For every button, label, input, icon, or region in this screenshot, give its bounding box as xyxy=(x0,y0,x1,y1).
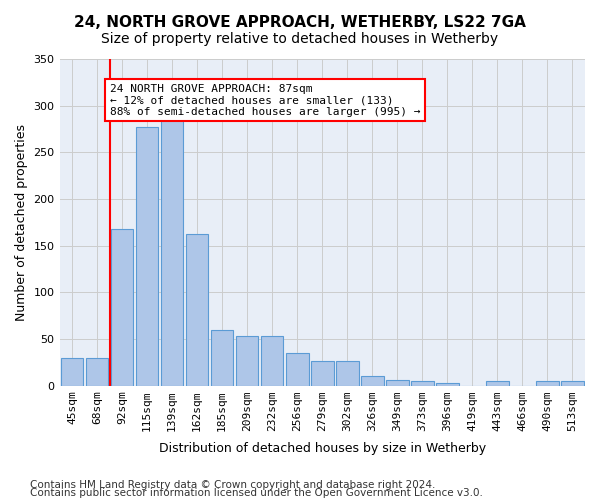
Bar xyxy=(111,229,133,386)
Bar xyxy=(286,353,308,386)
Bar xyxy=(411,381,434,386)
Bar xyxy=(386,380,409,386)
Bar xyxy=(161,115,184,386)
Bar xyxy=(186,234,208,386)
Bar xyxy=(136,127,158,386)
Text: 24 NORTH GROVE APPROACH: 87sqm
← 12% of detached houses are smaller (133)
88% of: 24 NORTH GROVE APPROACH: 87sqm ← 12% of … xyxy=(110,84,420,117)
Text: Contains public sector information licensed under the Open Government Licence v3: Contains public sector information licen… xyxy=(30,488,483,498)
Text: Contains HM Land Registry data © Crown copyright and database right 2024.: Contains HM Land Registry data © Crown c… xyxy=(30,480,436,490)
Bar xyxy=(236,336,259,386)
Bar xyxy=(536,381,559,386)
Bar xyxy=(61,358,83,386)
Bar xyxy=(561,381,584,386)
Bar xyxy=(211,330,233,386)
Bar xyxy=(261,336,283,386)
Bar xyxy=(311,362,334,386)
Text: 24, NORTH GROVE APPROACH, WETHERBY, LS22 7GA: 24, NORTH GROVE APPROACH, WETHERBY, LS22… xyxy=(74,15,526,30)
X-axis label: Distribution of detached houses by size in Wetherby: Distribution of detached houses by size … xyxy=(159,442,486,455)
Bar xyxy=(336,362,359,386)
Bar xyxy=(436,382,458,386)
Bar xyxy=(361,376,383,386)
Bar xyxy=(486,381,509,386)
Y-axis label: Number of detached properties: Number of detached properties xyxy=(15,124,28,321)
Bar xyxy=(86,358,109,386)
Text: Size of property relative to detached houses in Wetherby: Size of property relative to detached ho… xyxy=(101,32,499,46)
